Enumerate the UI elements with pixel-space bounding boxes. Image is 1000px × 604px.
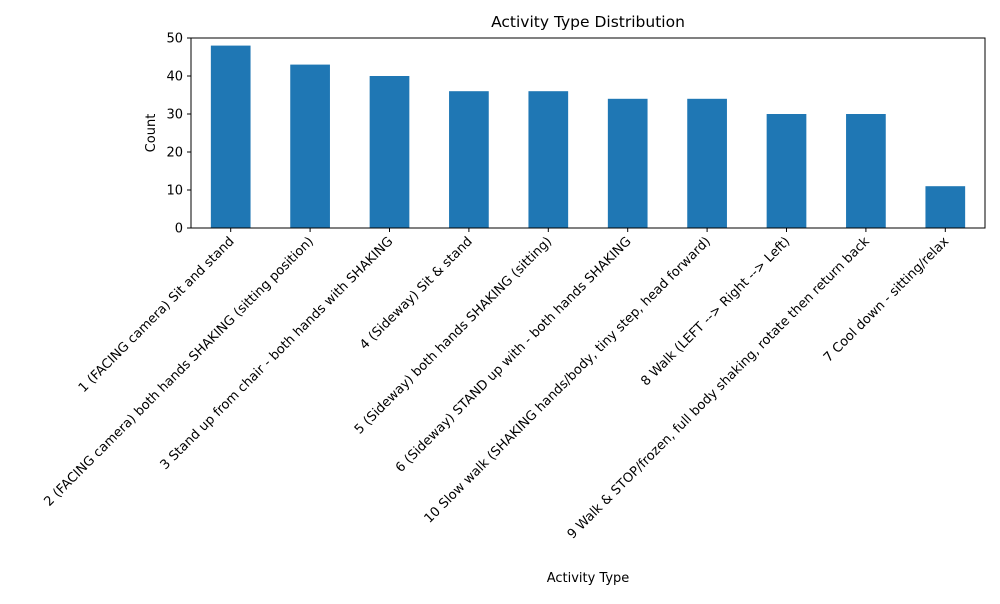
- y-axis-ticks: 0 10 20 30 40 50: [166, 32, 191, 237]
- y-tick-label: 50: [166, 32, 183, 47]
- y-tick-label: 0: [175, 222, 183, 237]
- bar: [766, 114, 807, 228]
- bar: [290, 64, 330, 228]
- x-axis-label: Activity Type: [547, 571, 630, 586]
- bar: [687, 98, 727, 228]
- bar: [846, 114, 886, 228]
- x-tick-label: 1 (FACING camera) Sit and stand: [76, 234, 238, 396]
- chart-title: Activity Type Distribution: [491, 13, 685, 31]
- bar: [607, 98, 648, 228]
- y-tick-label: 40: [166, 70, 183, 85]
- bar: [210, 45, 251, 228]
- y-axis-label: Count: [144, 114, 159, 153]
- x-tick-label: 9 Walk & STOP/frozen, full body shaking,…: [565, 234, 873, 542]
- y-tick-label: 20: [166, 146, 183, 161]
- y-tick-label: 30: [166, 108, 183, 123]
- y-tick-label: 10: [166, 184, 183, 199]
- x-tick-label: 10 Slow walk (SHAKING hands/body, tiny s…: [422, 234, 714, 526]
- plot-area-frame: [190, 37, 986, 229]
- bar: [369, 76, 410, 228]
- bar: [449, 91, 489, 228]
- x-tick-label: 2 (FACING camera) both hands SHAKING (si…: [42, 234, 317, 509]
- bars-group: [210, 45, 966, 228]
- x-tick-label: 8 Walk (LEFT --> Right --> Left): [638, 234, 793, 389]
- x-tick-label: 7 Cool down - sitting/relax: [821, 234, 952, 365]
- bar: [925, 186, 966, 228]
- bar: [528, 91, 569, 228]
